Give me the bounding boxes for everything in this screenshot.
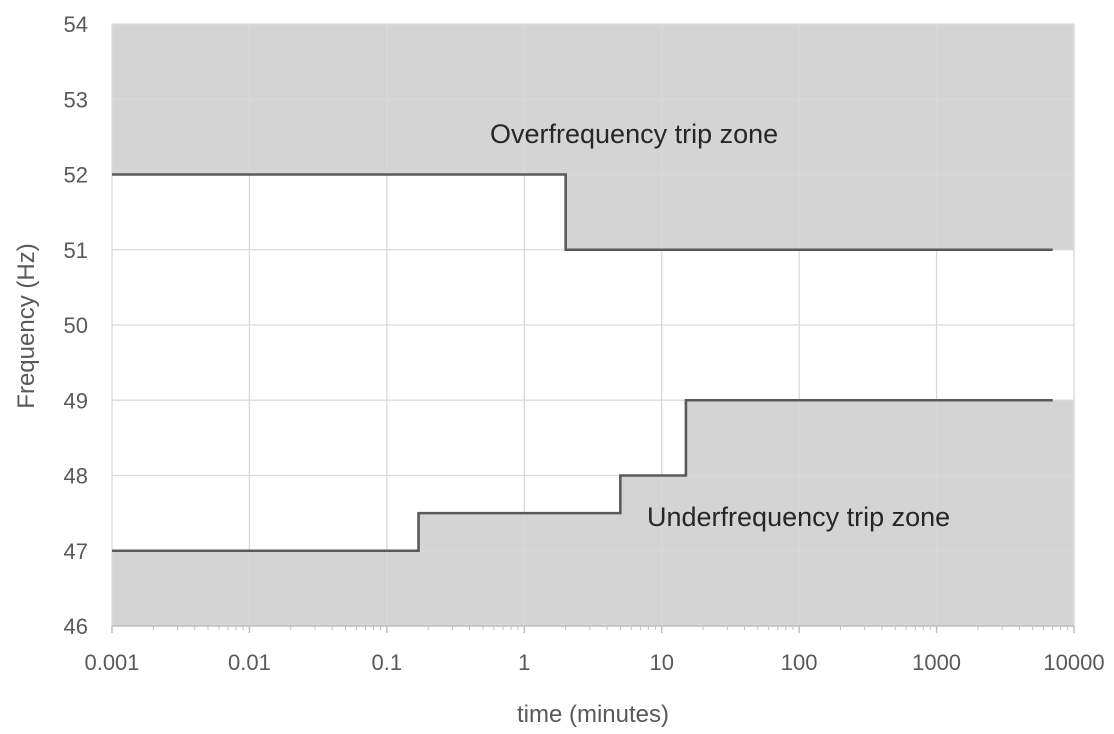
- y-tick-label: 47: [64, 539, 88, 564]
- x-tick-label: 10000: [1043, 650, 1104, 675]
- x-tick-label: 10: [649, 650, 673, 675]
- overfrequency-boundary-line: [112, 173, 1053, 252]
- labels-layer: Overfrequency trip zone Underfrequency t…: [13, 119, 950, 728]
- underfrequency-zone-label: Underfrequency trip zone: [647, 502, 950, 532]
- underfrequency-boundary-line: [112, 398, 1053, 553]
- overfrequency-zone-label: Overfrequency trip zone: [490, 119, 778, 149]
- y-tick-label: 50: [64, 313, 88, 338]
- y-axis-title: Frequency (Hz): [13, 243, 40, 408]
- y-tick-label: 52: [64, 163, 88, 188]
- y-tick-label: 48: [64, 464, 88, 489]
- x-tick-label: 1000: [912, 650, 961, 675]
- overfrequency-zone-area: [112, 24, 1074, 250]
- y-tick-label: 51: [64, 238, 88, 263]
- x-tick-label: 0.01: [228, 650, 271, 675]
- y-tick-label: 49: [64, 388, 88, 413]
- x-tick-label: 0.1: [372, 650, 403, 675]
- x-axis-title: time (minutes): [517, 701, 669, 728]
- x-tick-label: 1: [518, 650, 530, 675]
- y-tick-label: 54: [64, 12, 88, 37]
- y-tick-label: 46: [64, 614, 88, 639]
- axis-layer: 0.001 0.01 0.1 1 10 100 1000 10000 46 47 48 49 50 51 5…: [64, 12, 1105, 675]
- x-tick-label: 0.001: [84, 650, 139, 675]
- x-tick-label: 100: [781, 650, 818, 675]
- boundary-lines-layer: [112, 173, 1053, 553]
- y-tick-label: 53: [64, 87, 88, 112]
